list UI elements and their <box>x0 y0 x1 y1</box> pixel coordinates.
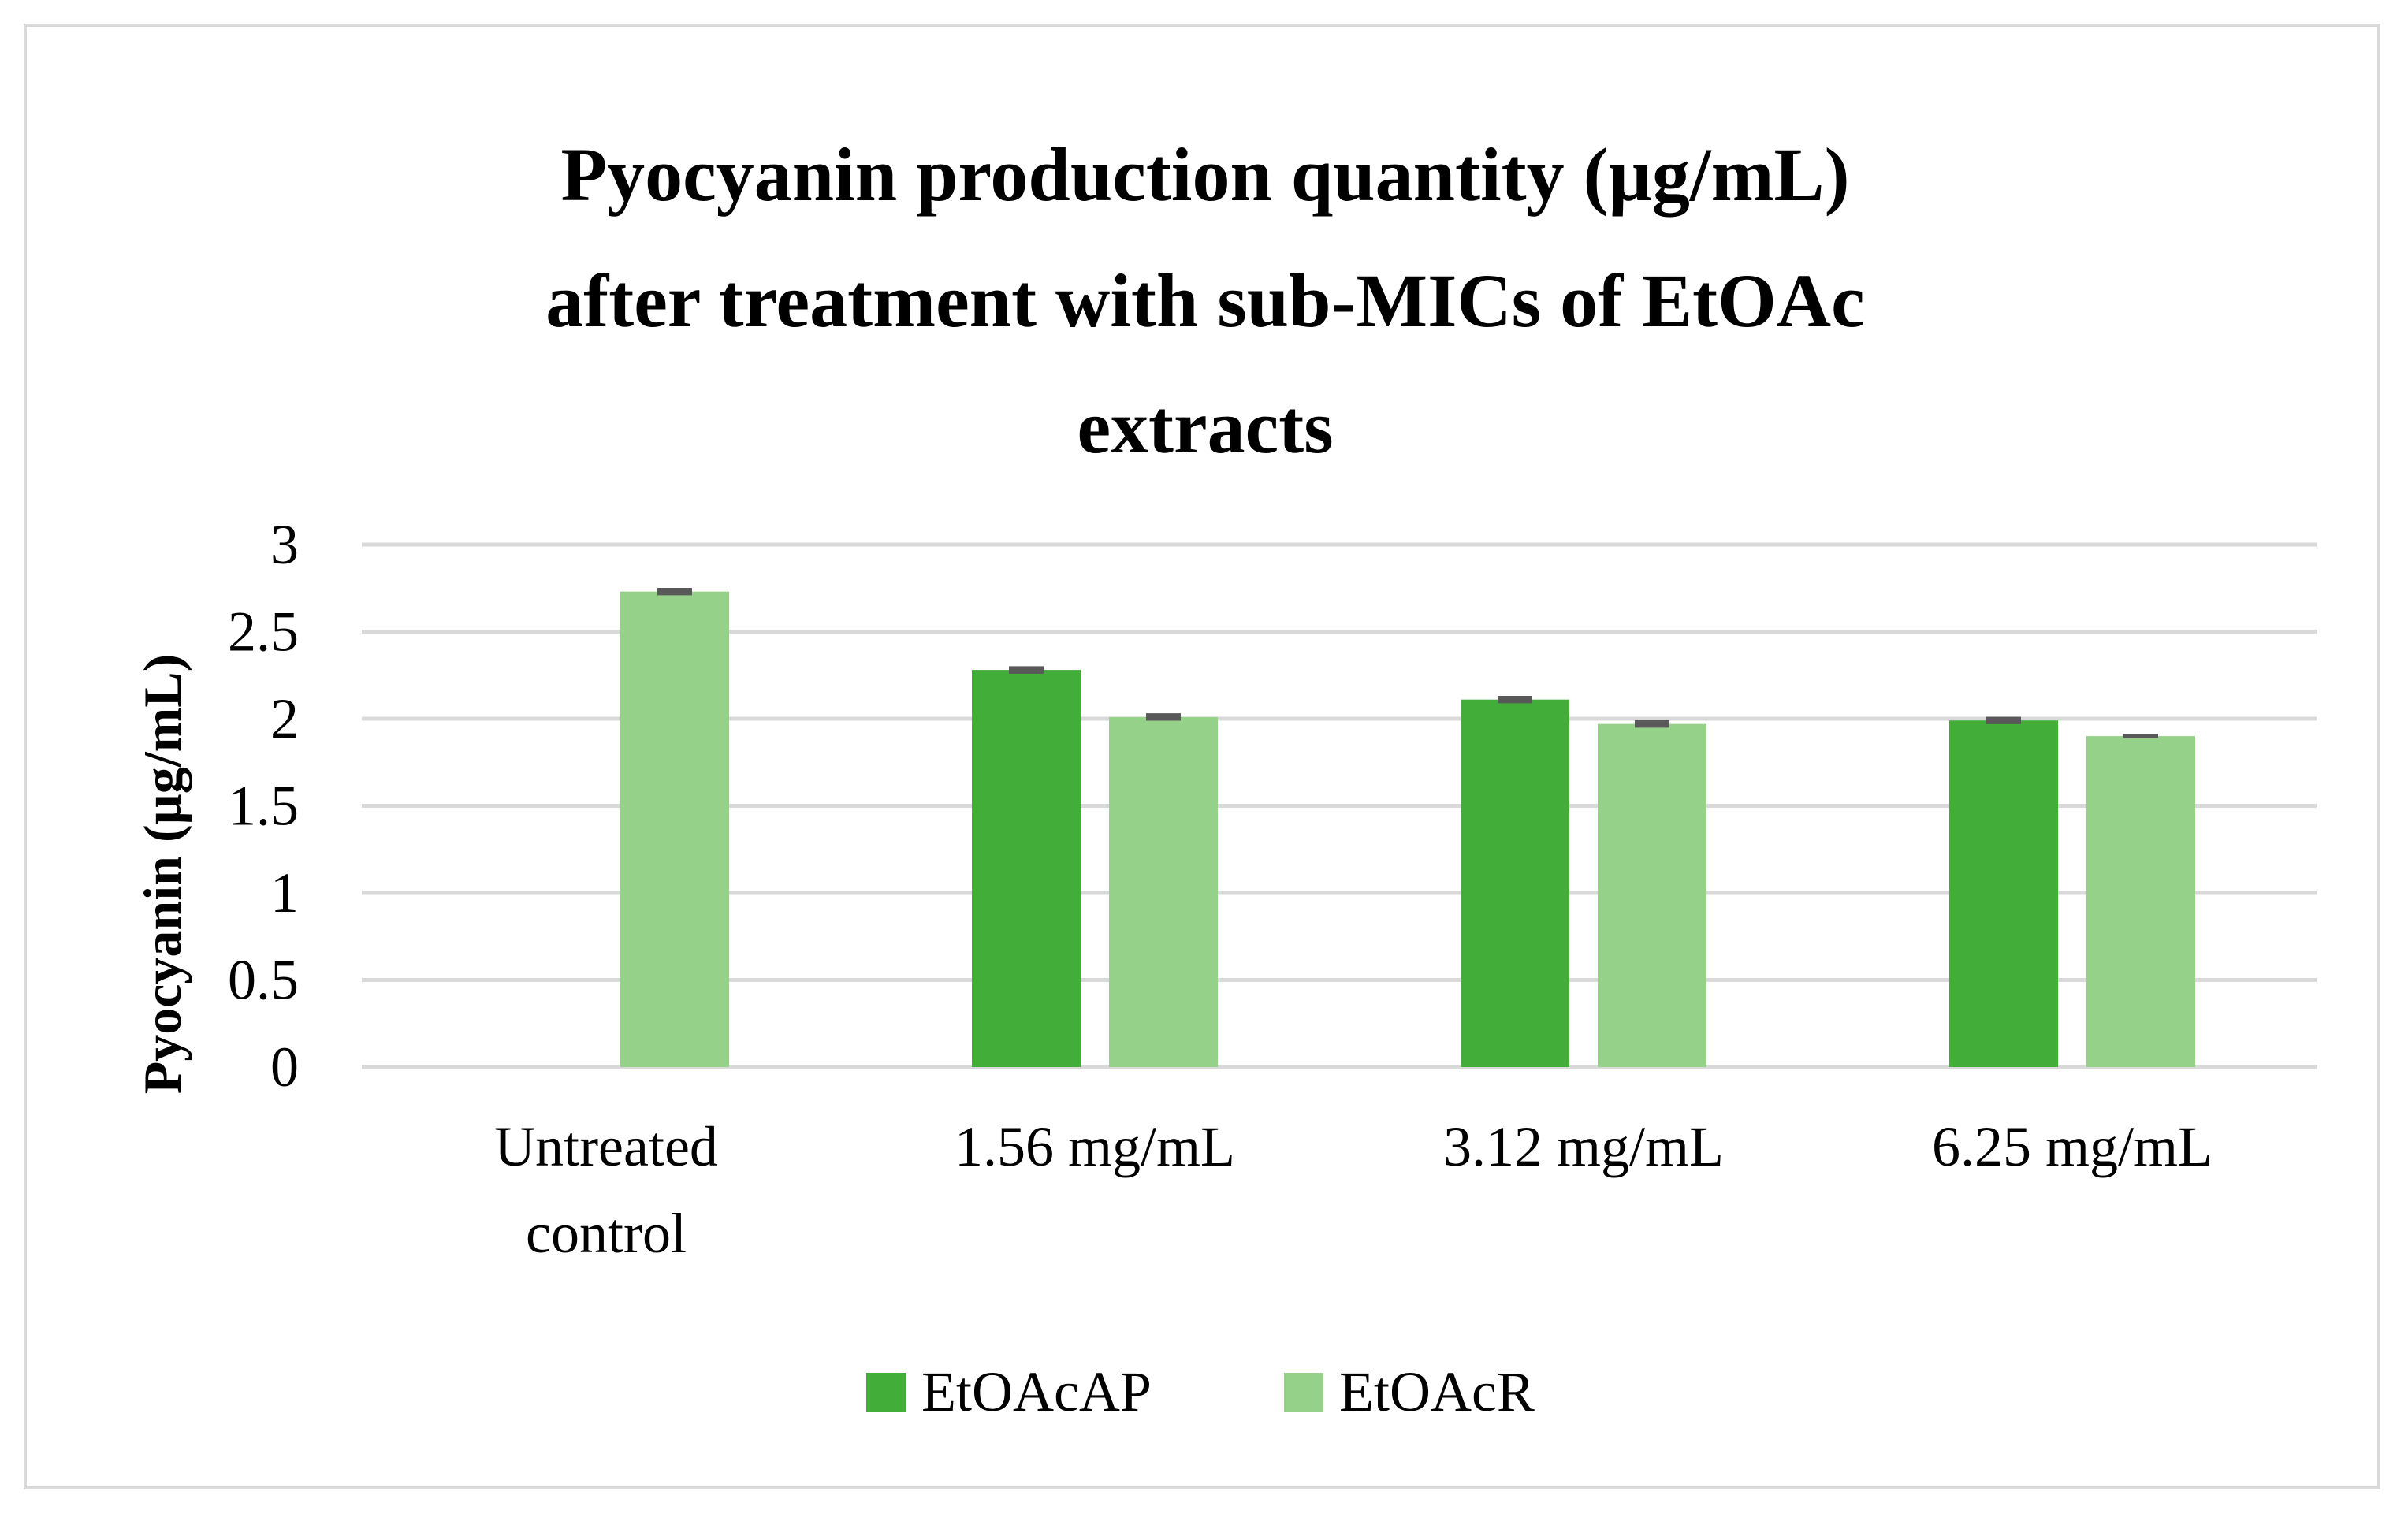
pyocyanin-bar-chart: Pyocyanin production quantity (µg/mL) aft… <box>132 132 2317 1423</box>
chart-frame: Pyocyanin production quantity (µg/mL) aft… <box>24 24 2380 1489</box>
y-tick-label: 1 <box>270 861 299 924</box>
chart-title-line: after treatment with sub-MICs of EtOAc <box>545 258 1864 343</box>
x-tick-label: 1.56 mg/mL <box>955 1115 1235 1178</box>
legend: EtOAcAP EtOAcR <box>866 1360 1535 1423</box>
legend-label-etoacr: EtOAcR <box>1339 1360 1535 1423</box>
x-axis-ticks: Untreated control 1.56 mg/mL 3.12 mg/mL 6.25… <box>494 1115 2213 1265</box>
chart-title-line: Pyocyanin production quantity (µg/mL) <box>560 132 1849 217</box>
x-tick-label: 3.12 mg/mL <box>1443 1115 1724 1178</box>
y-tick-label: 3 <box>270 513 299 576</box>
y-tick-label: 0 <box>270 1036 299 1099</box>
x-tick-label: control <box>526 1202 687 1265</box>
y-tick-label: 0.5 <box>228 949 299 1012</box>
x-tick-label: Untreated <box>494 1115 718 1178</box>
legend-swatch-etoacap <box>866 1373 906 1412</box>
legend-label-etoacap: EtOAcAP <box>921 1360 1152 1423</box>
bar-etoacr-0 <box>620 591 729 1067</box>
bar-etoacap-2 <box>1461 699 1569 1067</box>
bar-etoacr-1 <box>1109 716 1218 1067</box>
y-axis-label: Pyocyanin (µg/mL) <box>132 654 192 1095</box>
x-tick-label: 6.25 mg/mL <box>1932 1115 2213 1178</box>
bar-etoacap-1 <box>972 670 1081 1067</box>
y-tick-label: 2.5 <box>228 601 299 664</box>
bar-etoacap-3 <box>1949 720 2058 1067</box>
y-tick-label: 1.5 <box>228 775 299 838</box>
legend-swatch-etoacr <box>1284 1373 1323 1412</box>
chart-title-line: extracts <box>1077 385 1333 469</box>
y-tick-label: 2 <box>270 687 299 750</box>
bar-etoacr-2 <box>1598 723 1706 1067</box>
chart-title: Pyocyanin production quantity (µg/mL) aft… <box>545 132 1864 469</box>
bars <box>620 587 2195 1067</box>
bar-etoacr-3 <box>2086 736 2195 1067</box>
y-axis-ticks: 0 0.5 1 1.5 2 2.5 3 <box>228 513 299 1099</box>
